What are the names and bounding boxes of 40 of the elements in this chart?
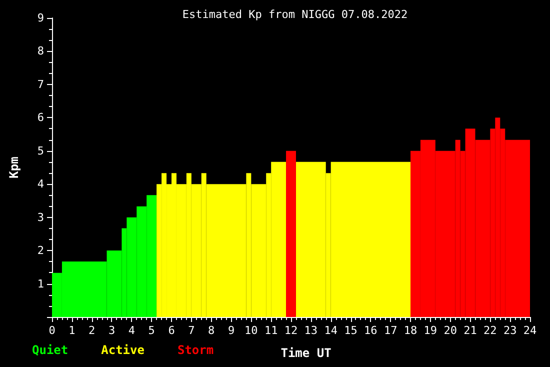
x-tick-label: 7 [188, 324, 195, 337]
x-tick-label: 3 [108, 324, 116, 337]
x-tick-label: 9 [228, 324, 235, 337]
x-tick-label: 4 [128, 324, 136, 337]
x-tick-label: 24 [523, 324, 537, 337]
y-tick-label: 9 [37, 12, 44, 24]
y-tick-label: 5 [37, 144, 44, 158]
y-tick-label: 3 [37, 210, 44, 224]
x-tick-label: 19 [424, 324, 438, 337]
x-tick-label: 16 [364, 324, 378, 337]
x-tick-label: 6 [168, 324, 175, 337]
y-tick-label: 2 [37, 244, 44, 258]
x-tick-label: 11 [264, 324, 278, 337]
text: Storm [177, 343, 214, 357]
x-tick-label: 13 [304, 324, 318, 337]
x-axis-title: Time UT [280, 346, 332, 360]
x-tick-label: 12 [284, 324, 298, 337]
x-tick-label: 17 [384, 324, 398, 337]
y-tick-label: 8 [37, 44, 44, 58]
x-tick-label: 22 [484, 324, 497, 337]
x-tick-label: 14 [324, 324, 338, 337]
text: Active [101, 343, 144, 357]
y-tick-label: 7 [37, 78, 44, 91]
x-tick-label: 1 [68, 324, 76, 337]
y-axis-title: Kpm [7, 156, 21, 178]
chart-title: Estimated Kp from NIGGG 07.08.2022 [182, 8, 408, 21]
x-tick-label: 15 [344, 324, 358, 337]
x-tick-label: 10 [244, 324, 258, 337]
x-tick-label: 2 [88, 324, 96, 337]
x-tick-label: 20 [444, 324, 457, 337]
x-tick-label: 23 [503, 324, 517, 337]
text: Quiet [32, 343, 68, 357]
x-tick-label: 0 [48, 324, 56, 337]
y-tick-label: 4 [37, 178, 44, 191]
x-tick-label: 18 [404, 324, 418, 337]
x-tick-label: 8 [208, 324, 215, 337]
y-tick-label: 6 [37, 111, 44, 124]
y-tick-label: 1 [37, 277, 44, 290]
x-tick-label: 21 [464, 324, 477, 337]
x-tick-label: 5 [148, 324, 155, 337]
